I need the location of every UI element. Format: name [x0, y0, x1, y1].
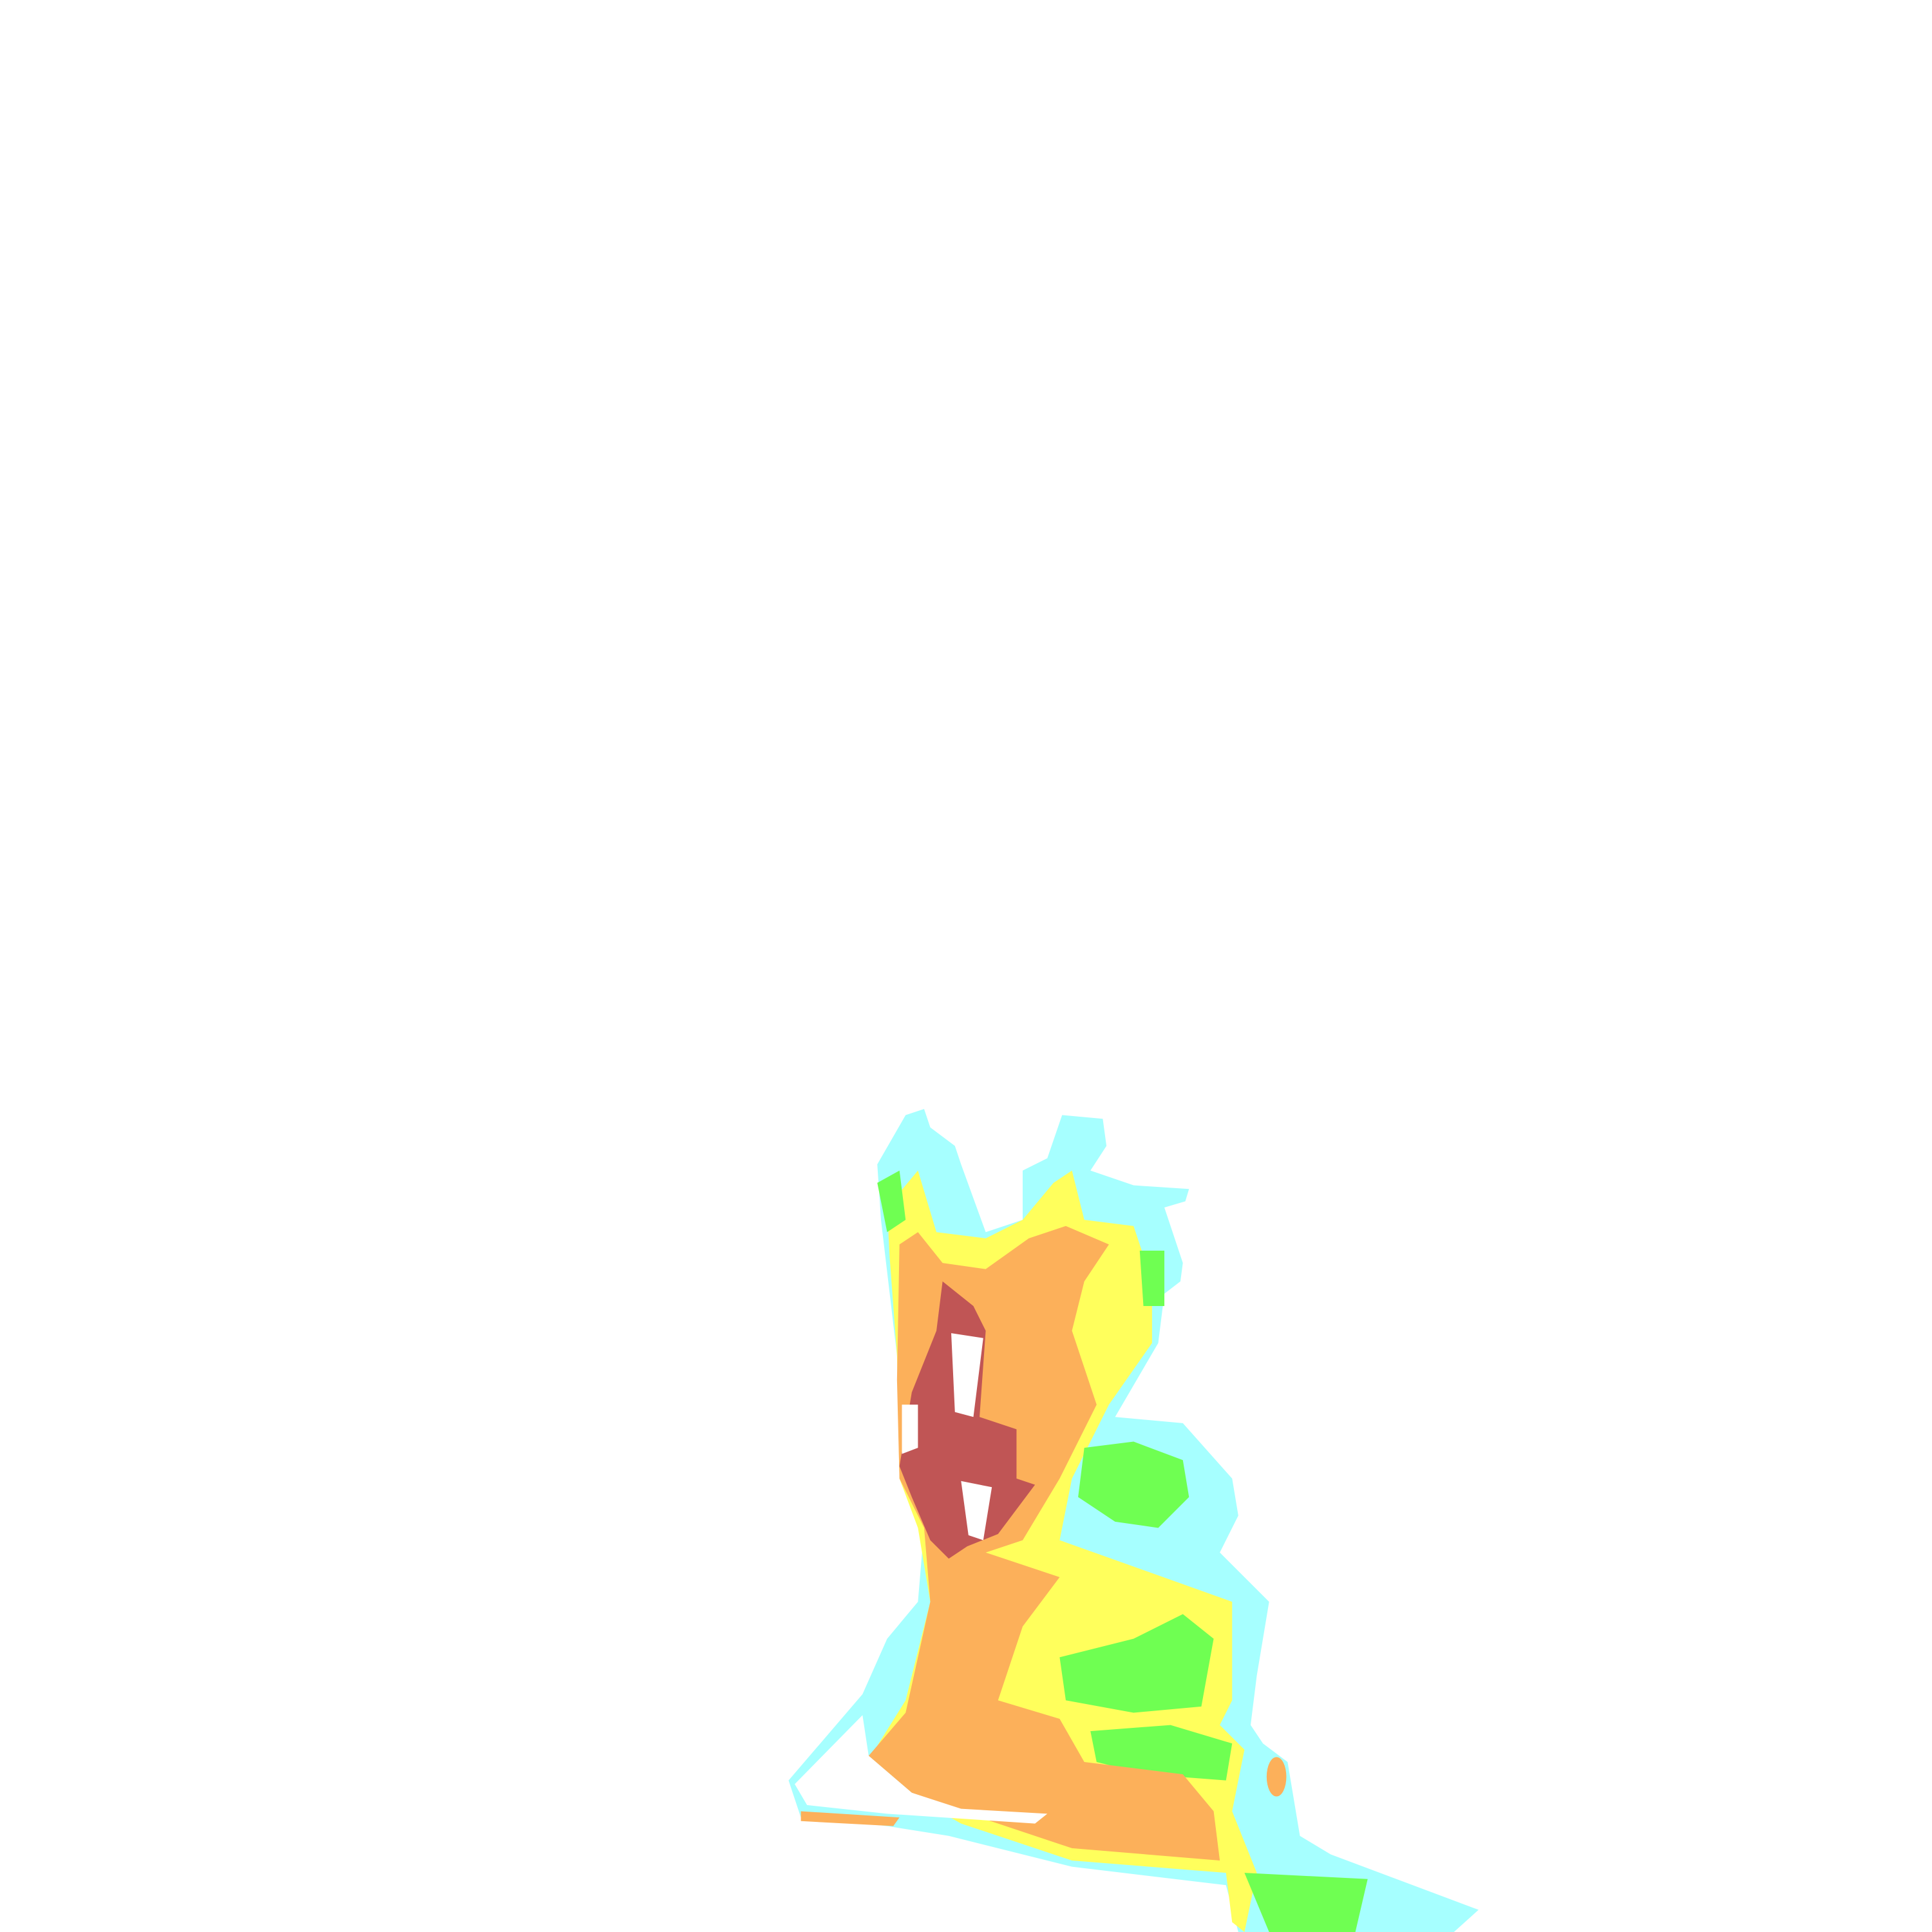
no-data-layer — [795, 1333, 1048, 1824]
low-region — [1059, 1614, 1214, 1713]
no-data-hole — [902, 1405, 918, 1454]
high-region — [800, 1811, 900, 1826]
low-region — [1244, 1873, 1368, 1932]
class-low-layer — [877, 1170, 1368, 1932]
class-very-high-layer — [899, 1281, 1036, 1559]
low-region — [1078, 1441, 1189, 1528]
no-data-hole — [795, 1715, 1048, 1824]
no-data-hole — [951, 1333, 983, 1417]
low-region — [1139, 1250, 1165, 1307]
very-high-region — [899, 1281, 1036, 1559]
no-data-hole — [961, 1481, 992, 1540]
low-region — [1090, 1725, 1233, 1781]
low-region — [877, 1170, 906, 1233]
high-region — [1266, 1757, 1287, 1797]
